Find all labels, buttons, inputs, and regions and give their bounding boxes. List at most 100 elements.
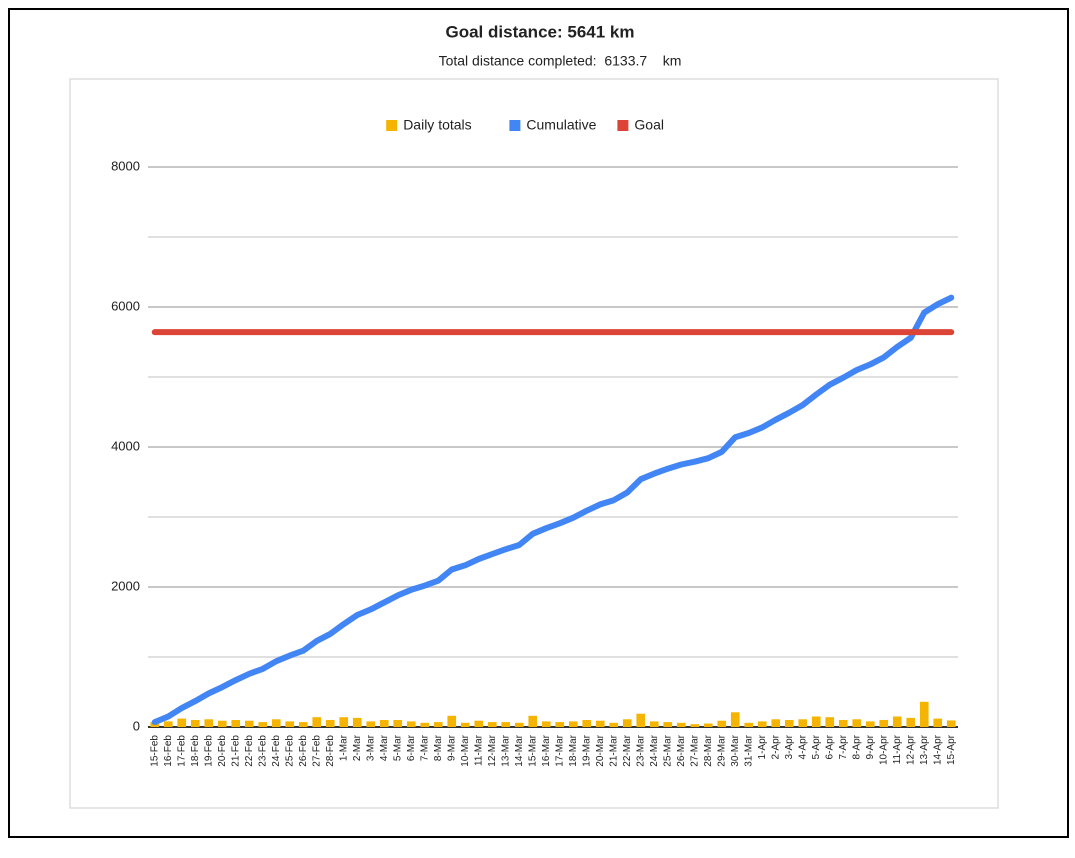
x-tick-label: 12-Mar: [487, 734, 498, 766]
bar: [622, 719, 632, 727]
bar: [460, 722, 470, 727]
plot-panel: [69, 78, 999, 809]
x-tick-label: 4-Apr: [797, 734, 808, 759]
x-tick-label: 5-Mar: [392, 734, 403, 761]
bar: [771, 719, 781, 727]
bar: [514, 722, 524, 727]
y-tick-label: 6000: [111, 298, 140, 313]
bar: [325, 720, 335, 727]
x-tick-label: 13-Apr: [919, 734, 930, 765]
x-tick-label: 11-Mar: [473, 734, 484, 766]
bar: [609, 722, 619, 727]
bar: [825, 717, 835, 727]
bar: [244, 720, 254, 727]
x-tick-label: 25-Mar: [662, 734, 673, 766]
x-tick-label: 9-Apr: [865, 734, 876, 759]
x-tick-label: 11-Apr: [892, 734, 903, 764]
bar: [838, 720, 848, 727]
x-tick-label: 3-Apr: [784, 734, 795, 759]
bar: [528, 715, 538, 727]
bar: [595, 720, 605, 727]
y-tick-label: 0: [133, 718, 140, 733]
x-tick-label: 4-Mar: [379, 734, 390, 761]
bar: [420, 722, 430, 727]
x-tick-label: 24-Mar: [649, 734, 660, 766]
x-tick-label: 22-Mar: [622, 734, 633, 766]
y-tick-label: 8000: [111, 158, 140, 173]
x-tick-label: 12-Apr: [905, 734, 916, 765]
x-tick-label: 28-Mar: [703, 734, 714, 766]
x-tick-label: 17-Mar: [554, 734, 565, 766]
x-tick-label: 23-Feb: [257, 735, 268, 767]
legend-swatch: [509, 120, 521, 131]
chart-title: Goal distance: 5641 km: [446, 22, 635, 41]
x-tick-label: 10-Apr: [878, 734, 889, 765]
bar: [919, 701, 929, 727]
bar: [298, 722, 308, 727]
x-tick-label: 2-Mar: [352, 734, 363, 761]
x-tick-label: 14-Apr: [932, 734, 943, 765]
x-tick-label: 25-Feb: [284, 735, 295, 767]
x-tick-label: 13-Mar: [500, 734, 511, 766]
bar: [231, 720, 241, 727]
bar: [433, 722, 443, 727]
bar: [366, 721, 376, 727]
bar: [474, 720, 484, 727]
x-tick-label: 26-Mar: [676, 734, 687, 766]
x-tick-label: 6-Mar: [406, 734, 417, 761]
bar: [568, 721, 578, 727]
x-tick-label: 22-Feb: [244, 735, 255, 767]
line-series: [151, 294, 955, 726]
bar: [703, 723, 713, 727]
bar: [204, 719, 214, 727]
x-tick-label: 18-Mar: [568, 734, 579, 766]
bar: [487, 722, 497, 727]
x-tick-label: 27-Feb: [311, 735, 322, 767]
x-tick-label: 9-Mar: [446, 734, 457, 761]
x-tick-label: 6-Apr: [824, 734, 835, 759]
x-tick-label: 27-Mar: [689, 734, 700, 766]
bar: [757, 721, 767, 727]
x-tick-label: 7-Mar: [419, 734, 430, 761]
x-tick-label: 14-Mar: [514, 734, 525, 766]
x-tick-label: 15-Mar: [527, 734, 538, 766]
x-tick-label: 18-Feb: [190, 735, 201, 767]
x-tick-label: 1-Apr: [757, 734, 768, 759]
y-tick-label: 2000: [111, 578, 140, 593]
x-tick-label: 2-Apr: [770, 734, 781, 759]
bar: [649, 721, 659, 727]
bar: [406, 721, 416, 727]
bar: [798, 719, 808, 727]
x-tick-label: 15-Apr: [946, 734, 957, 765]
x-tick-label: 31-Mar: [743, 734, 754, 766]
bar: [447, 715, 457, 727]
bar: [541, 721, 551, 727]
bar: [177, 718, 187, 727]
bar: [906, 717, 916, 727]
bar: [636, 713, 646, 727]
bar: [285, 721, 295, 727]
legend-label: Cumulative: [526, 117, 596, 133]
y-tick-label: 4000: [111, 438, 140, 453]
bar: [312, 717, 322, 727]
bar: [339, 717, 349, 727]
x-tick-label: 1-Mar: [338, 734, 349, 761]
bar: [946, 720, 956, 727]
x-tick-label: 21-Mar: [608, 734, 619, 766]
bar: [555, 722, 565, 727]
x-tick-label: 8-Apr: [851, 734, 862, 759]
x-tick-label: 30-Mar: [730, 734, 741, 766]
bar: [352, 717, 362, 727]
bar: [744, 722, 754, 727]
bar: [393, 720, 403, 727]
bar: [690, 724, 700, 727]
bar: [865, 721, 875, 727]
legend-swatch: [617, 120, 629, 131]
x-tick-label: 16-Feb: [163, 735, 174, 767]
bar: [379, 720, 389, 727]
bar: [730, 712, 740, 727]
bar: [258, 722, 268, 727]
bar: [784, 720, 794, 727]
bar: [879, 720, 889, 727]
